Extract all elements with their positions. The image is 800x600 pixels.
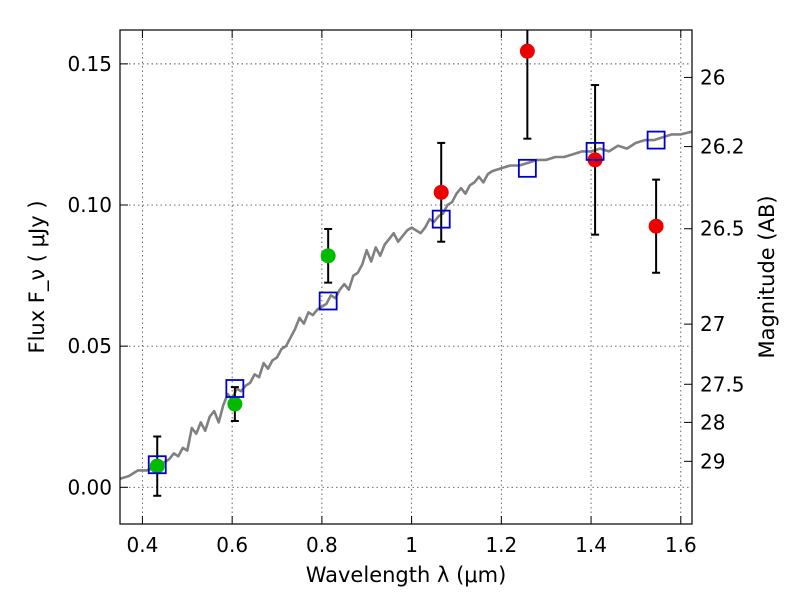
y-axis-label: Flux F_ν ( μJy ) bbox=[25, 200, 50, 353]
data-point bbox=[433, 184, 449, 200]
x-tick-label: 1.2 bbox=[485, 533, 517, 557]
model-photometry-square bbox=[147, 455, 167, 475]
y-tick-label: 0.05 bbox=[67, 334, 112, 358]
y2-tick-label: 27.5 bbox=[700, 372, 745, 396]
y2-tick-label: 29 bbox=[700, 449, 725, 473]
y2-tick-label: 27 bbox=[700, 312, 725, 336]
y2-tick-label: 26 bbox=[700, 65, 725, 89]
x-tick-label: 0.6 bbox=[216, 533, 248, 557]
y-tick-label: 0.15 bbox=[67, 52, 112, 76]
data-point bbox=[648, 218, 664, 234]
y-tick-label: 0.10 bbox=[67, 193, 112, 217]
model-photometry-square bbox=[517, 158, 537, 178]
model-photometry-square bbox=[646, 130, 666, 150]
y2-tick-label: 28 bbox=[700, 410, 725, 434]
data-point bbox=[320, 248, 336, 264]
model-photometry-square bbox=[431, 209, 451, 229]
y-tick-label: 0.00 bbox=[67, 475, 112, 499]
y2-tick-label: 26.2 bbox=[700, 135, 745, 159]
plot-frame bbox=[119, 29, 693, 525]
x-tick-label: 0.4 bbox=[127, 533, 159, 557]
x-tick-label: 1 bbox=[405, 533, 418, 557]
y2-axis-label: Magnitude (AB) bbox=[755, 195, 779, 358]
data-point bbox=[227, 396, 243, 412]
model-photometry-square bbox=[585, 141, 605, 161]
model-spectrum-line bbox=[119, 130, 693, 481]
data-point bbox=[149, 458, 165, 474]
grid-lines bbox=[120, 30, 692, 524]
data-markers bbox=[147, 43, 666, 475]
y2-tick-label: 26.5 bbox=[700, 217, 745, 241]
x-tick-label: 0.8 bbox=[306, 533, 338, 557]
x-axis-label: Wavelength λ (μm) bbox=[306, 563, 507, 587]
model-photometry-square bbox=[225, 379, 245, 398]
axis-ticks: 0.4 0.6 0.8 1 1.2 1.4 1.6 0.00 0.05 0.10 0.15 26 26.… bbox=[67, 30, 745, 557]
x-tick-label: 1.4 bbox=[575, 533, 607, 557]
error-bars bbox=[153, 30, 661, 497]
model-photometry-square bbox=[318, 291, 338, 311]
model-spectrum bbox=[119, 130, 693, 481]
x-tick-label: 1.6 bbox=[665, 533, 697, 557]
data-point bbox=[519, 43, 535, 59]
